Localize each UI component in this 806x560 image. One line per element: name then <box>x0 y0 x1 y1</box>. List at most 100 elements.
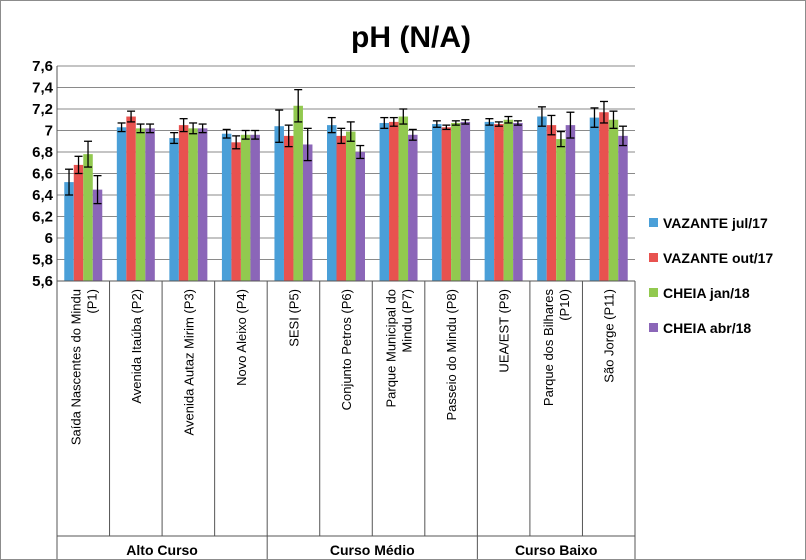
bar <box>441 127 452 282</box>
group-label: Curso Médio <box>330 542 415 558</box>
bar <box>379 122 390 281</box>
group-label: Curso Baixo <box>515 542 597 558</box>
legend: VAZANTE jul/17 VAZANTE out/17 CHEIA jan/18… <box>649 215 773 336</box>
category-label: Parque Municipal doMindu (P7) <box>384 289 415 408</box>
bar <box>408 134 418 281</box>
bar <box>283 135 294 281</box>
category-label-line: Parque dos Bilhares <box>541 289 556 407</box>
bar <box>608 119 619 281</box>
bar <box>188 128 198 281</box>
legend-swatch <box>649 288 658 297</box>
bar <box>169 138 179 281</box>
bar <box>240 134 251 281</box>
y-tick-label: 6,2 <box>32 209 53 226</box>
category-label-line: Passeio do Mindu (P8) <box>444 289 459 421</box>
category-label-line: (P1) <box>84 289 99 314</box>
bar <box>293 105 303 282</box>
y-tick-label: 7,4 <box>32 80 54 97</box>
bar <box>484 121 495 282</box>
category-label-line: Mindu (P7) <box>400 289 415 353</box>
category-label-line: Avenida Autaz Mirim (P3) <box>181 289 196 435</box>
bar <box>460 121 471 282</box>
y-tick-label: 6,8 <box>32 144 53 161</box>
legend-label: CHEIA abr/18 <box>663 320 751 336</box>
category-label: UEA/EST (P9) <box>497 289 512 373</box>
bar <box>274 126 284 281</box>
category-label-line: Parque Municipal do <box>384 289 399 408</box>
chart-title: pH (N/A) <box>351 21 471 54</box>
category-label: Novo Aleixo (P4) <box>234 289 249 386</box>
category-label-line: Conjunto Petros (P6) <box>339 289 354 410</box>
axes <box>56 66 636 559</box>
group-label: Alto Curso <box>126 542 198 558</box>
bar <box>145 128 155 281</box>
bar <box>565 125 576 281</box>
y-axis-ticks: 7,6 7,4 7,2 7 6,8 6,6 6,4 6,2 6 5,8 5,6 <box>32 58 54 290</box>
category-label: Saída Nascentes do Mindu(P1) <box>68 289 99 445</box>
bar <box>599 112 609 281</box>
bar <box>503 119 514 281</box>
bar <box>116 127 127 282</box>
bar <box>336 135 346 281</box>
category-label: São Jorge (P11) <box>602 289 617 383</box>
legend-swatch <box>649 323 658 332</box>
bar <box>618 135 628 281</box>
bar <box>389 121 399 282</box>
bar <box>537 116 547 282</box>
bar <box>589 117 600 281</box>
category-label-line: (P10) <box>557 289 572 321</box>
y-tick-label: 5,6 <box>32 273 53 290</box>
y-tick-label: 6,4 <box>32 187 54 204</box>
y-tick-label: 7,6 <box>32 58 53 75</box>
bar <box>92 189 103 281</box>
y-tick-label: 7 <box>45 123 53 140</box>
category-label-line: SESI (P5) <box>286 289 301 347</box>
bar <box>451 122 461 281</box>
legend-label: VAZANTE jul/17 <box>663 215 768 231</box>
category-label: Parque dos Bilhares(P10) <box>541 289 572 407</box>
category-labels: Saída Nascentes do Mindu(P1) Avenida Itaú… <box>68 289 616 446</box>
bar <box>546 125 557 281</box>
group-labels: Alto Curso Curso Médio Curso Baixo <box>126 536 636 559</box>
bar <box>64 182 74 281</box>
category-label-line: Avenida Itaúba (P2) <box>129 289 144 404</box>
y-tick-label: 6 <box>45 230 53 247</box>
error-bars <box>65 89 627 205</box>
bar <box>135 128 146 281</box>
bar <box>197 128 208 281</box>
legend-label: VAZANTE out/17 <box>663 250 773 266</box>
legend-swatch <box>649 218 658 227</box>
bar <box>178 125 189 281</box>
category-label-line: São Jorge (P11) <box>602 289 617 383</box>
bar <box>126 116 136 282</box>
bars <box>64 105 628 282</box>
category-label: Conjunto Petros (P6) <box>339 289 354 410</box>
legend-swatch <box>649 253 658 262</box>
bar <box>250 134 260 281</box>
bar <box>221 133 232 281</box>
category-label-line: UEA/EST (P9) <box>497 289 512 373</box>
bar <box>432 124 442 281</box>
bar <box>302 144 313 281</box>
category-label-line: Saída Nascentes do Mindu <box>68 289 83 445</box>
y-tick-label: 5,8 <box>32 252 53 269</box>
category-label-line: Novo Aleixo (P4) <box>234 289 249 386</box>
bar <box>83 154 93 281</box>
category-label: Avenida Itaúba (P2) <box>129 289 144 404</box>
y-tick-label: 7,2 <box>32 101 53 118</box>
bar <box>73 164 84 281</box>
category-label: SESI (P5) <box>286 289 301 347</box>
bar <box>355 152 365 281</box>
bar <box>327 125 337 281</box>
legend-label: CHEIA jan/18 <box>663 285 750 301</box>
bar <box>398 116 409 282</box>
y-tick-label: 6,6 <box>32 166 53 183</box>
bar <box>494 124 504 281</box>
bar <box>231 142 241 281</box>
category-label: Passeio do Mindu (P8) <box>444 289 459 421</box>
bar <box>513 122 523 281</box>
bar <box>346 131 356 281</box>
category-label: Avenida Autaz Mirim (P3) <box>181 289 196 435</box>
